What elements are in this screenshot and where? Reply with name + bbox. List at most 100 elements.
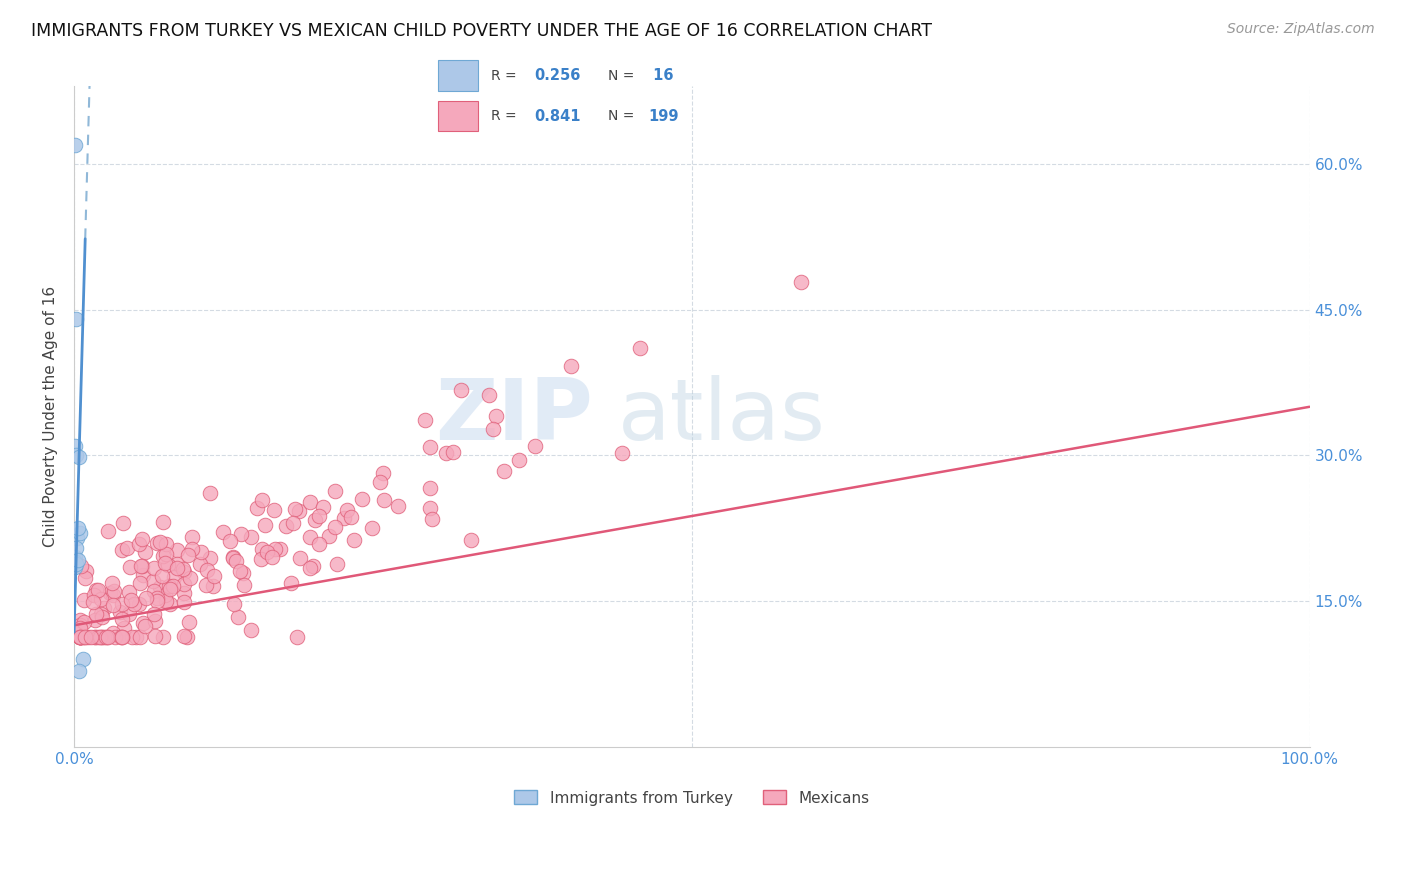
Point [252, 542, 274, 557]
Point [628, 342, 651, 356]
Point [494, 464, 516, 478]
Point [153, 589, 176, 603]
Point [69, 621, 91, 635]
Point [179, 571, 201, 585]
Point [110, 612, 132, 626]
Point [84, 630, 107, 644]
Point [132, 567, 155, 582]
Point [789, 275, 811, 289]
Point [145, 614, 167, 628]
Point [128, 575, 150, 590]
Point [181, 541, 204, 556]
Text: Source: ZipAtlas.com: Source: ZipAtlas.com [1227, 22, 1375, 37]
FancyBboxPatch shape [439, 61, 478, 91]
Point [66, 521, 89, 535]
Point [246, 500, 269, 515]
Point [173, 629, 195, 643]
Point [70, 630, 93, 644]
Point [90, 607, 112, 621]
Point [318, 529, 340, 543]
Point [460, 533, 482, 548]
Point [84, 607, 107, 621]
Point [263, 541, 285, 556]
Point [478, 388, 501, 402]
Point [128, 537, 150, 551]
Point [84, 583, 107, 598]
Point [145, 594, 167, 608]
Point [311, 500, 333, 514]
Point [69, 630, 91, 644]
Point [69, 630, 91, 644]
Point [98, 586, 121, 600]
Point [485, 409, 508, 423]
Point [263, 503, 285, 517]
Point [323, 520, 346, 534]
Point [66, 531, 89, 545]
Point [82, 595, 104, 609]
Point [66, 553, 89, 567]
Point [195, 563, 218, 577]
Point [176, 548, 198, 562]
Point [65, 541, 87, 555]
Point [73, 630, 96, 644]
Point [212, 525, 235, 540]
Point [413, 413, 436, 427]
Point [361, 520, 384, 534]
Point [157, 579, 180, 593]
Point [218, 533, 240, 548]
Point [69, 630, 91, 644]
Point [131, 559, 153, 574]
Point [419, 440, 441, 454]
Point [252, 492, 274, 507]
Point [65, 550, 87, 565]
Point [352, 491, 374, 506]
Point [269, 542, 291, 557]
Point [69, 630, 91, 644]
Point [75, 564, 97, 578]
Point [145, 536, 167, 550]
Point [152, 549, 174, 563]
Point [93, 601, 115, 615]
Point [135, 591, 157, 605]
Point [93, 630, 115, 644]
Point [129, 558, 152, 573]
Point [110, 630, 132, 644]
Point [69, 630, 91, 644]
Point [83, 588, 105, 602]
Point [72, 652, 94, 666]
Point [103, 598, 125, 612]
Point [229, 526, 252, 541]
Point [84, 613, 107, 627]
Point [155, 537, 177, 551]
Point [111, 630, 134, 644]
Point [333, 511, 356, 525]
Point [326, 558, 349, 572]
Point [149, 534, 172, 549]
Text: ZIP: ZIP [436, 375, 593, 458]
Point [65, 448, 87, 462]
Point [104, 630, 127, 644]
Point [287, 504, 309, 518]
Point [75, 630, 97, 644]
Point [90, 592, 112, 607]
Point [299, 561, 322, 575]
Point [508, 452, 530, 467]
Text: 16: 16 [648, 68, 673, 83]
Point [90, 610, 112, 624]
Y-axis label: Child Poverty Under the Age of 16: Child Poverty Under the Age of 16 [44, 286, 58, 547]
Point [90, 630, 112, 644]
Point [373, 467, 395, 481]
Point [190, 545, 212, 559]
Point [69, 630, 91, 644]
Point [118, 607, 141, 622]
Point [67, 664, 90, 678]
Point [77, 630, 100, 644]
Legend: Immigrants from Turkey, Mexicans: Immigrants from Turkey, Mexicans [509, 784, 876, 812]
Point [63, 439, 86, 453]
Point [225, 553, 247, 567]
Point [222, 597, 245, 611]
Point [239, 530, 262, 544]
Point [69, 630, 91, 644]
Point [482, 422, 505, 436]
Point [299, 495, 322, 509]
